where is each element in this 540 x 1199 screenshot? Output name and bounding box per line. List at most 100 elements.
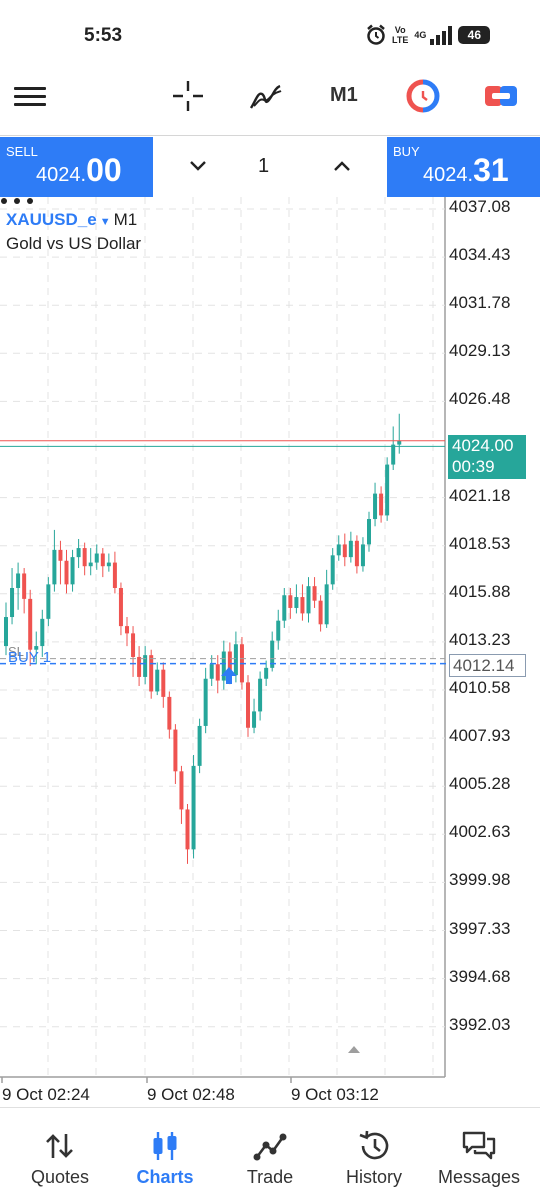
nav-label: Trade xyxy=(246,1167,294,1187)
more-options-icon[interactable] xyxy=(0,197,34,205)
status-bar: 5:53 Vo LTE 4G 46 xyxy=(0,0,540,70)
order-price-tag[interactable]: 4012.14 xyxy=(449,654,526,677)
nav-label: Charts xyxy=(136,1167,194,1187)
bull-candle xyxy=(360,544,365,567)
bull-candle xyxy=(385,464,390,516)
menu-icon[interactable] xyxy=(14,83,46,109)
price-chart[interactable]: XAUUSD_e ▼ M1 Gold vs US Dollar 4037.08 403… xyxy=(0,197,540,1107)
bear-candle xyxy=(312,586,317,601)
sell-button[interactable]: SELL 4024.00 xyxy=(0,137,153,197)
crosshair-icon[interactable] xyxy=(170,78,206,114)
bull-candle xyxy=(391,444,396,465)
bear-candle xyxy=(64,560,69,585)
bull-candle xyxy=(330,555,335,585)
nav-quotes[interactable]: Quotes xyxy=(6,1108,114,1199)
buy-price: 4024.31 xyxy=(423,152,509,188)
bull-candle xyxy=(324,584,329,625)
timeframe-button[interactable]: M1 xyxy=(330,84,358,106)
bear-candle xyxy=(100,553,105,567)
bear-candle xyxy=(125,626,129,634)
bull-candle xyxy=(282,595,287,621)
bull-candle xyxy=(233,644,238,676)
bull-candle xyxy=(203,678,208,726)
bear-candle xyxy=(354,540,359,567)
lot-increase-icon[interactable] xyxy=(327,151,357,181)
price-label: 4021.18 xyxy=(449,485,511,505)
quotes-icon xyxy=(46,1134,73,1158)
nav-label: Messages xyxy=(437,1167,521,1187)
price-label: 3992.03 xyxy=(449,1014,511,1034)
nav-trade[interactable]: Trade xyxy=(216,1108,324,1199)
bear-candle xyxy=(342,544,347,558)
network-type: 4G xyxy=(414,30,427,40)
price-label: 4034.43 xyxy=(449,245,511,265)
price-label: 4015.88 xyxy=(449,581,511,601)
bid-price-tag: 4024.00 00:39 xyxy=(448,435,526,479)
nav-messages[interactable]: Messages xyxy=(425,1108,533,1199)
lot-decrease-icon[interactable] xyxy=(183,151,213,181)
stop-loss-label: SL xyxy=(8,644,24,659)
chart-toolbar: M1 xyxy=(0,70,540,136)
chart-canvas[interactable] xyxy=(0,197,540,1107)
bear-candle xyxy=(137,656,142,677)
buy-entry-arrow-icon xyxy=(221,667,237,684)
bull-candle xyxy=(252,711,257,728)
bull-candle xyxy=(10,587,15,618)
buy-button[interactable]: BUY 4024.31 xyxy=(387,137,540,197)
symbol-name[interactable]: XAUUSD_e xyxy=(6,210,97,229)
bull-candle xyxy=(4,617,8,647)
nav-charts[interactable]: Charts xyxy=(111,1108,219,1199)
nav-history[interactable]: History xyxy=(320,1108,428,1199)
messages-icon xyxy=(462,1131,496,1160)
status-icons: Vo LTE 4G 46 xyxy=(366,24,491,46)
bear-candle xyxy=(82,548,87,567)
price-label: 3999.98 xyxy=(449,870,511,890)
sell-label: SELL xyxy=(6,144,38,159)
order-line-label[interactable]: BUY 1 xyxy=(8,649,52,666)
bear-candle xyxy=(318,600,323,625)
indicators-icon[interactable] xyxy=(248,78,284,114)
bull-candle xyxy=(258,678,263,712)
price-label: 4018.53 xyxy=(449,533,511,553)
chart-shift-marker-icon xyxy=(348,1046,360,1053)
bear-candle xyxy=(118,587,123,627)
price-label: 4002.63 xyxy=(449,822,511,842)
trade-panel-icon[interactable] xyxy=(483,78,519,114)
bull-candle xyxy=(191,765,196,850)
bull-candle xyxy=(155,669,160,692)
time-label: 9 Oct 03:12 xyxy=(291,1085,379,1104)
one-click-trade-panel: SELL 4024.00 1 BUY 4024.31 xyxy=(0,137,540,197)
nav-label: History xyxy=(345,1167,402,1187)
bear-candle xyxy=(185,809,190,850)
price-label: 4029.13 xyxy=(449,341,511,361)
bear-candle xyxy=(131,633,136,657)
bear-candle xyxy=(58,549,63,561)
price-label: 4010.58 xyxy=(449,678,511,697)
bull-candle xyxy=(143,655,148,677)
status-time: 5:53 xyxy=(84,25,123,46)
bid-price: 4024.00 xyxy=(452,436,514,455)
bull-candle xyxy=(46,584,51,619)
bear-candle xyxy=(300,597,305,614)
bull-candle xyxy=(52,549,57,585)
price-label: 4005.28 xyxy=(449,774,511,794)
one-click-trading-icon[interactable] xyxy=(405,78,441,114)
bull-candle xyxy=(276,620,281,641)
bull-candle xyxy=(270,640,275,668)
bull-candle xyxy=(397,440,402,445)
symbol-caret-icon[interactable]: ▼ xyxy=(99,216,111,228)
bull-candle xyxy=(373,493,378,520)
bear-candle xyxy=(179,771,184,810)
bear-candle xyxy=(149,655,154,692)
chart-symbol-line[interactable]: XAUUSD_e ▼ M1 xyxy=(6,210,137,230)
bear-candle xyxy=(173,729,178,772)
bear-candle xyxy=(167,696,172,730)
bar-countdown: 00:39 xyxy=(452,457,495,476)
lot-volume[interactable]: 1 xyxy=(258,155,270,177)
bear-candle xyxy=(246,682,250,728)
bear-candle xyxy=(288,595,293,608)
price-label: 4031.78 xyxy=(449,293,511,313)
price-label: 3994.68 xyxy=(449,966,511,986)
history-icon xyxy=(359,1130,389,1160)
